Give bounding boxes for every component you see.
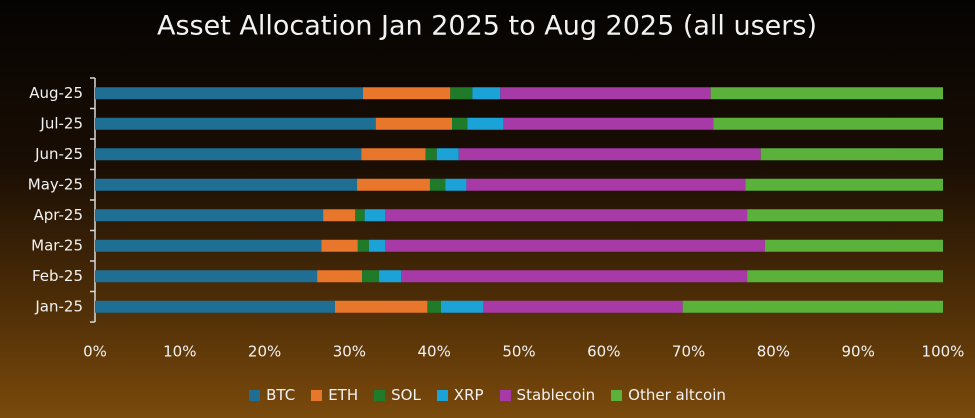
legend-swatch bbox=[249, 389, 261, 401]
bar-segment bbox=[95, 178, 358, 191]
x-tick-label: 70% bbox=[672, 343, 705, 361]
x-tick-label: 90% bbox=[842, 343, 875, 361]
bar-segment bbox=[445, 178, 467, 191]
bar-segment bbox=[425, 148, 437, 161]
bar-segment bbox=[364, 209, 386, 222]
bar-segment bbox=[321, 239, 358, 252]
x-tick-label: 80% bbox=[757, 343, 790, 361]
bar-segment bbox=[500, 87, 711, 100]
legend-item: Other altcoin bbox=[611, 386, 726, 404]
x-tick-label: 0% bbox=[83, 343, 107, 361]
bar-segment bbox=[362, 87, 451, 100]
bar-segment bbox=[760, 148, 943, 161]
bar-segment bbox=[710, 87, 943, 100]
bar-segment bbox=[95, 270, 318, 283]
bar-segment bbox=[427, 300, 441, 313]
x-tick-label: 50% bbox=[502, 343, 535, 361]
bar-segment bbox=[323, 209, 356, 222]
bar-segment bbox=[95, 148, 362, 161]
x-tick-label: 100% bbox=[922, 343, 965, 361]
legend-swatch bbox=[611, 389, 623, 401]
bar-segment bbox=[483, 300, 683, 313]
legend-item: BTC bbox=[249, 386, 295, 404]
bar-segment bbox=[745, 178, 943, 191]
bar-segment bbox=[452, 117, 468, 130]
bar-segment bbox=[401, 270, 748, 283]
bar-segment bbox=[764, 239, 943, 252]
legend-item: SOL bbox=[374, 386, 421, 404]
bar-segment bbox=[440, 300, 484, 313]
legend: BTC ETH SOL XRP Stablecoin Other altcoin bbox=[0, 386, 975, 404]
y-tick-label: Mar-25 bbox=[31, 236, 83, 254]
legend-swatch bbox=[499, 389, 511, 401]
y-tick-label: Apr-25 bbox=[34, 206, 84, 224]
bar-segment bbox=[95, 87, 363, 100]
legend-label: XRP bbox=[453, 386, 484, 404]
bar-segment bbox=[458, 148, 761, 161]
bar-segment bbox=[467, 117, 504, 130]
legend-label: ETH bbox=[328, 386, 359, 404]
legend-label: BTC bbox=[266, 386, 296, 404]
bar-segment bbox=[747, 209, 943, 222]
legend-swatch bbox=[311, 389, 323, 401]
y-tick-label: Jan-25 bbox=[34, 297, 83, 315]
legend-item: ETH bbox=[311, 386, 358, 404]
bar-segment bbox=[357, 239, 369, 252]
bar-segment bbox=[334, 300, 428, 313]
bar-segment bbox=[503, 117, 714, 130]
bar-segment bbox=[361, 148, 426, 161]
bar-segment bbox=[95, 117, 376, 130]
y-tick-label: Feb-25 bbox=[32, 267, 83, 285]
x-tick-label: 10% bbox=[163, 343, 196, 361]
x-tick-label: 40% bbox=[418, 343, 451, 361]
x-tick-label: 20% bbox=[248, 343, 281, 361]
bar-segment bbox=[713, 117, 943, 130]
bar-segment bbox=[379, 270, 402, 283]
bar-segment bbox=[450, 87, 473, 100]
bar-segment bbox=[357, 178, 430, 191]
bar-segment bbox=[385, 209, 748, 222]
bar-segment bbox=[95, 209, 324, 222]
bar-segment bbox=[375, 117, 453, 130]
bar-segment bbox=[436, 148, 459, 161]
bar-segment bbox=[95, 300, 335, 313]
bar-segment bbox=[429, 178, 446, 191]
x-tick-label: 60% bbox=[587, 343, 620, 361]
legend-label: Stablecoin bbox=[516, 386, 596, 404]
y-tick-label: Jul-25 bbox=[39, 114, 83, 132]
y-tick-label: Aug-25 bbox=[29, 84, 83, 102]
legend-swatch bbox=[374, 389, 386, 401]
bar-segment bbox=[682, 300, 943, 313]
bar-segment bbox=[355, 209, 365, 222]
bar-segment bbox=[368, 239, 386, 252]
bar-segment bbox=[362, 270, 380, 283]
legend-item: Stablecoin bbox=[499, 386, 596, 404]
legend-label: Other altcoin bbox=[628, 386, 726, 404]
bar-segment bbox=[95, 239, 322, 252]
bar-segment bbox=[385, 239, 765, 252]
legend-item: XRP bbox=[436, 386, 484, 404]
y-tick-label: May-25 bbox=[28, 175, 83, 193]
legend-label: SOL bbox=[391, 386, 421, 404]
bar-segment bbox=[466, 178, 746, 191]
y-tick-label: Jun-25 bbox=[34, 145, 83, 163]
legend-swatch bbox=[436, 389, 448, 401]
x-tick-label: 30% bbox=[333, 343, 366, 361]
bar-segment bbox=[747, 270, 943, 283]
bar-segment bbox=[472, 87, 501, 100]
chart-title: Asset Allocation Jan 2025 to Aug 2025 (a… bbox=[157, 11, 817, 42]
bar-segment bbox=[317, 270, 363, 283]
